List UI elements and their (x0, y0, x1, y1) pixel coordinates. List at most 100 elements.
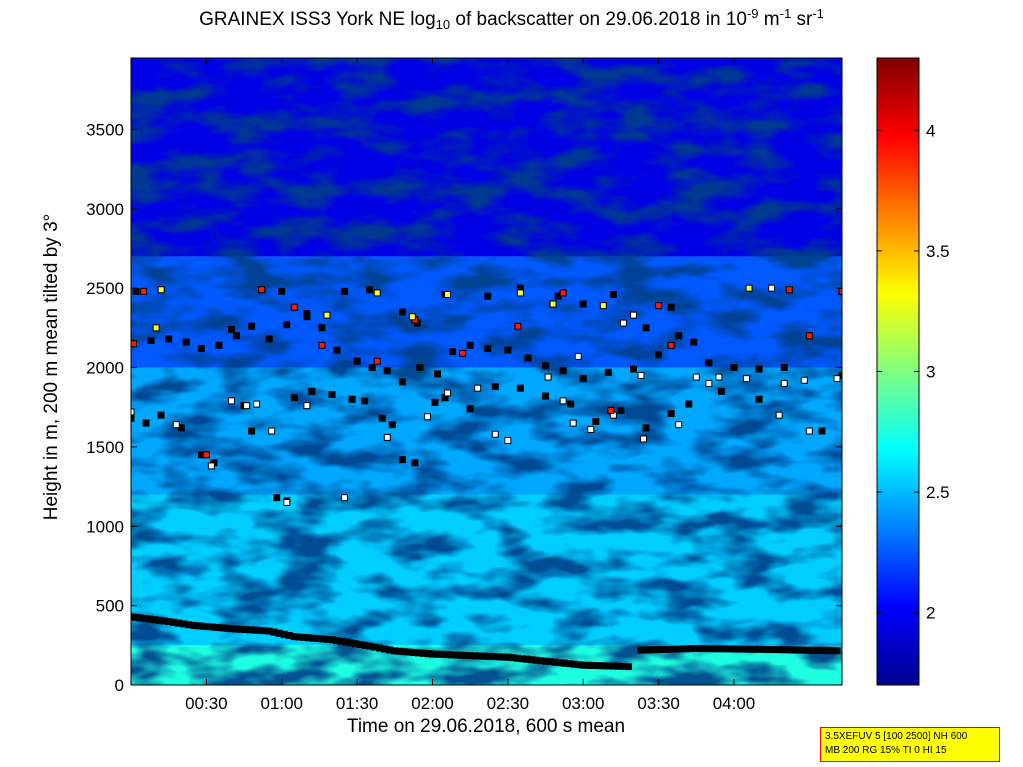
upper-layer-point (705, 359, 713, 367)
upper-layer-point (604, 368, 612, 376)
upper-layer-point (333, 346, 341, 354)
upper-layer-point (609, 291, 617, 299)
upper-layer-point (516, 384, 524, 392)
boundary-layer-point (833, 647, 841, 655)
x-tick-label: 03:00 (562, 694, 605, 713)
upper-layer-point (667, 303, 675, 311)
upper-layer-point (504, 346, 512, 354)
info-line-2: MB 200 RG 15% TI 0 HI 15 (825, 745, 947, 756)
layer-point-white (587, 425, 595, 433)
upper-layer-point (466, 405, 474, 413)
upper-layer-point (484, 344, 492, 352)
upper-layer-point (388, 421, 396, 429)
layer-point-red (202, 451, 210, 459)
upper-layer-point (617, 406, 625, 414)
layer-point-white (303, 402, 311, 410)
upper-layer-point (484, 292, 492, 300)
upper-layer-point (197, 344, 205, 352)
upper-layer-point (411, 459, 419, 467)
layer-point-white (504, 437, 512, 445)
info-line-1: 3.5XEFUV 5 [100 2500] NH 600 (825, 731, 968, 742)
upper-layer-point (142, 419, 150, 427)
upper-layer-point (283, 321, 291, 329)
upper-layer-point (290, 394, 298, 402)
layer-detections (131, 284, 842, 671)
layer-point-red (607, 406, 615, 414)
layer-point-white (569, 419, 577, 427)
layer-point-yellow (444, 291, 452, 299)
layer-point-white (637, 371, 645, 379)
layer-point-red (805, 332, 813, 340)
upper-layer-point (303, 310, 311, 318)
y-tick-label: 0 (115, 676, 124, 695)
layer-point-yellow (152, 324, 160, 332)
layer-point-white (423, 413, 431, 421)
upper-layer-point (378, 414, 386, 422)
upper-layer-point (579, 300, 587, 308)
upper-layer-point (592, 418, 600, 426)
x-tick-label: 03:30 (637, 694, 680, 713)
layer-point-white (253, 400, 261, 408)
upper-layer-point (248, 322, 256, 330)
layer-point-white (172, 421, 180, 429)
upper-layer-point (629, 365, 637, 373)
colorbar-ticks: 2 2.5 3 3.5 4 (877, 121, 950, 623)
upper-layer-point (348, 395, 356, 403)
upper-layer-point (131, 414, 135, 422)
x-axis-label: Time on 29.06.2018, 600 s mean (346, 716, 626, 737)
upper-layer-point (567, 400, 575, 408)
upper-layer-point (755, 395, 763, 403)
layer-point-white (574, 352, 582, 360)
colorbar-tick-label: 2.5 (926, 483, 950, 502)
upper-layer-point (466, 341, 474, 349)
upper-layer-point (685, 400, 693, 408)
upper-layer-point (233, 332, 241, 340)
upper-layer-point (524, 354, 532, 362)
upper-layer-point (542, 392, 550, 400)
upper-layer-point (383, 367, 391, 375)
upper-layer-point (353, 357, 361, 365)
upper-layer-point (434, 370, 442, 378)
colorbar-tick-label: 3 (926, 363, 935, 382)
layer-point-red (459, 349, 467, 357)
upper-layer-point (642, 424, 650, 432)
layer-point-white (629, 311, 637, 319)
x-tick-label: 01:30 (336, 694, 379, 713)
layer-point-white (341, 494, 349, 502)
layer-point-white (640, 435, 648, 443)
layer-point-yellow (323, 311, 331, 319)
y-axis-label: Height in m, 200 m mean tilted by 3° (41, 213, 62, 521)
upper-layer-point (675, 332, 683, 340)
y-tick-label: 500 (96, 597, 124, 616)
layer-point-white (692, 373, 700, 381)
upper-layer-point (542, 362, 550, 370)
layer-point-yellow (599, 302, 607, 310)
y-tick-label: 2000 (86, 359, 124, 378)
layer-point-white (775, 411, 783, 419)
layer-point-white (474, 384, 482, 392)
y-tick-label: 2500 (86, 279, 124, 298)
upper-layer-point (717, 387, 725, 395)
y-tick-label: 1000 (86, 517, 124, 536)
upper-layer-point (755, 365, 763, 373)
layer-point-yellow (516, 289, 524, 297)
upper-layer-point (147, 337, 155, 345)
layer-point-white (243, 402, 251, 410)
x-tick-label: 02:30 (487, 694, 530, 713)
colorbar-tick-label: 3.5 (926, 242, 950, 261)
layer-point-red (373, 357, 381, 365)
upper-layer-point (690, 338, 698, 346)
upper-layer-point (642, 324, 650, 332)
upper-layer-point (132, 287, 140, 295)
layer-point-white (715, 373, 723, 381)
layer-point-yellow (549, 300, 557, 308)
upper-layer-point (368, 364, 376, 372)
x-axis: 00:30 01:00 01:30 02:00 02:30 03:00 03:30 04:00 (185, 58, 755, 713)
x-tick-label: 00:30 (185, 694, 228, 713)
upper-layer-point (215, 341, 223, 349)
upper-layer-point (182, 338, 190, 346)
upper-layer-point (730, 364, 738, 372)
upper-layer-point (449, 348, 457, 356)
layer-point-white (800, 376, 808, 384)
